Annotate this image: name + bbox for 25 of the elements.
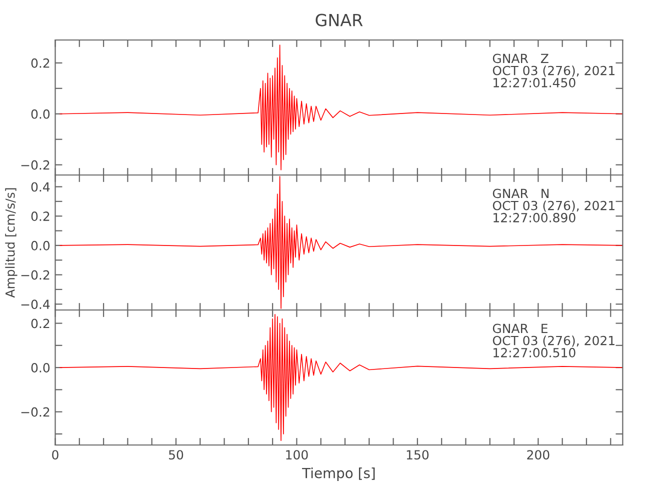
line-series <box>60 176 623 309</box>
y-tick-label: −0.2 <box>21 270 50 280</box>
y-tick-label: 0.2 <box>31 318 50 328</box>
annotation: GNAR Z OCT 03 (276), 2021 12:27:01.450 <box>492 54 614 88</box>
y-tick-label: 0.0 <box>31 109 50 119</box>
y-tick-label: 0.0 <box>31 240 50 250</box>
x-tick-label: 100 <box>286 450 308 460</box>
x-tick-label: 0 <box>52 450 58 460</box>
line-series <box>60 44 623 170</box>
x-tick-label: 200 <box>527 450 550 460</box>
y-tick-label: 0.4 <box>31 182 50 192</box>
line-series <box>60 314 623 441</box>
x-axis-title: Tiempo [s] <box>302 468 375 481</box>
y-tick-label: −0.2 <box>21 407 50 417</box>
y-tick-label: −0.4 <box>21 300 50 310</box>
x-tick-label: 150 <box>406 450 429 460</box>
y-tick-label: 0.2 <box>31 58 50 68</box>
annotation: GNAR E OCT 03 (276), 2021 12:27:00.510 <box>492 324 614 358</box>
annotation: GNAR N OCT 03 (276), 2021 12:27:00.890 <box>492 188 614 222</box>
y-axis-title: Amplitud [cm/s/s] <box>5 188 18 298</box>
y-tick-label: −0.2 <box>21 160 50 170</box>
x-tick-label: 50 <box>168 450 184 460</box>
chart-title: GNAR <box>316 14 363 26</box>
y-tick-label: 0.2 <box>31 212 50 222</box>
y-tick-label: 0.0 <box>31 363 50 372</box>
